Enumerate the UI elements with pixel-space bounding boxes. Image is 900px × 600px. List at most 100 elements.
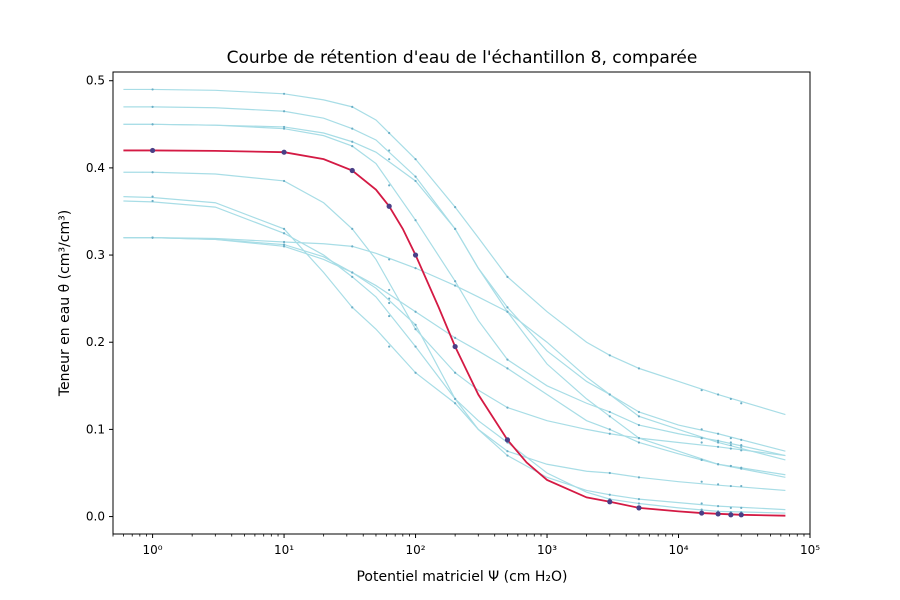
comparison-point: [729, 506, 732, 509]
comparison-point: [282, 179, 286, 183]
comparison-point: [151, 171, 154, 174]
comparison-point: [740, 466, 743, 469]
comparison-point: [729, 447, 732, 450]
comparison-point: [608, 410, 611, 414]
comparison-point: [506, 450, 509, 453]
comparison-point: [716, 441, 720, 444]
x-tick-label: 10³: [537, 543, 557, 557]
highlight-point: [281, 149, 287, 155]
comparison-curve: [123, 88, 786, 416]
comparison-point: [716, 393, 720, 396]
comparison-point: [608, 428, 611, 431]
comparison-point: [151, 199, 154, 203]
comparison-point: [637, 441, 641, 444]
comparison-point: [506, 275, 509, 278]
comparison-point: [351, 227, 354, 231]
x-axis-ticks: 10⁰ 10¹ 10² 10³ 10⁴ 10⁵: [112, 534, 820, 557]
comparison-curve: [123, 237, 786, 514]
x-tick-label: 10²: [406, 543, 426, 557]
comparison-point: [414, 371, 417, 374]
x-tick-label: 10⁴: [668, 543, 688, 557]
comparison-point: [454, 227, 457, 231]
comparison-point: [282, 127, 286, 130]
comparison-point: [351, 245, 354, 248]
comparison-point: [740, 449, 743, 452]
highlight-point: [607, 499, 613, 505]
comparison-point: [151, 123, 154, 126]
comparison-curve: [123, 123, 786, 478]
comparison-point: [740, 484, 743, 488]
comparison-point: [700, 437, 703, 440]
comparison-point: [729, 397, 732, 400]
comparison-point: [454, 402, 457, 405]
comparison-point: [388, 258, 391, 261]
highlight-point: [728, 512, 734, 518]
comparison-point: [716, 445, 720, 448]
comparison-point: [388, 301, 391, 305]
comparison-point: [506, 367, 509, 370]
comparison-point: [740, 402, 743, 405]
comparison-point: [282, 232, 286, 235]
comparison-curve: [123, 237, 786, 476]
comparison-point: [637, 410, 641, 414]
highlight-point: [715, 511, 721, 517]
comparison-point: [716, 505, 720, 508]
comparison-point: [700, 502, 703, 505]
comparison-point: [414, 179, 417, 183]
comparison-point: [637, 423, 641, 427]
comparison-point: [608, 415, 611, 418]
comparison-curve: [123, 171, 786, 457]
comparison-point: [740, 506, 743, 509]
highlight-point: [386, 203, 392, 209]
highlight-point: [412, 252, 419, 258]
comparison-point: [351, 306, 354, 309]
highlight-point: [504, 437, 511, 443]
x-tick-label: 10¹: [274, 543, 294, 557]
comparison-point: [637, 476, 641, 479]
comparison-point: [388, 314, 391, 318]
comparison-series-group: [123, 88, 786, 514]
comparison-point: [282, 92, 286, 95]
comparison-point: [454, 371, 457, 374]
comparison-point: [608, 471, 611, 475]
comparison-point: [608, 354, 611, 357]
comparison-point: [729, 441, 732, 444]
comparison-point: [351, 127, 354, 130]
highlight-point: [452, 343, 458, 350]
comparison-point: [151, 195, 154, 198]
comparison-point: [388, 158, 391, 161]
y-tick-label: 0.5: [86, 74, 105, 88]
highlight-series-group: [123, 147, 786, 518]
chart-title: Courbe de rétention d'eau de l'échantill…: [227, 48, 698, 68]
comparison-point: [454, 206, 457, 209]
comparison-point: [414, 267, 417, 270]
comparison-point: [454, 336, 457, 339]
comparison-point: [700, 480, 703, 483]
highlight-point: [699, 510, 705, 516]
comparison-point: [454, 397, 457, 400]
highlight-point: [149, 147, 156, 154]
comparison-point: [351, 144, 354, 148]
comparison-curve: [123, 123, 786, 457]
comparison-point: [700, 428, 703, 431]
comparison-point: [506, 306, 509, 309]
comparison-point: [729, 443, 732, 447]
comparison-curve: [123, 196, 786, 511]
highlight-point: [636, 505, 642, 511]
comparison-point: [388, 131, 391, 135]
comparison-point: [282, 245, 286, 248]
x-axis-label: Potentiel matriciel Ψ (cm H₂O): [356, 569, 567, 585]
comparison-point: [637, 502, 641, 505]
comparison-point: [414, 345, 417, 348]
comparison-point: [414, 328, 417, 331]
y-tick-label: 0.0: [86, 510, 105, 524]
comparison-point: [506, 358, 509, 361]
comparison-point: [151, 88, 154, 91]
comparison-point: [282, 110, 286, 113]
comparison-point: [282, 240, 286, 244]
comparison-point: [351, 271, 354, 274]
comparison-point: [716, 439, 720, 442]
comparison-point: [716, 463, 720, 466]
comparison-point: [454, 280, 457, 283]
